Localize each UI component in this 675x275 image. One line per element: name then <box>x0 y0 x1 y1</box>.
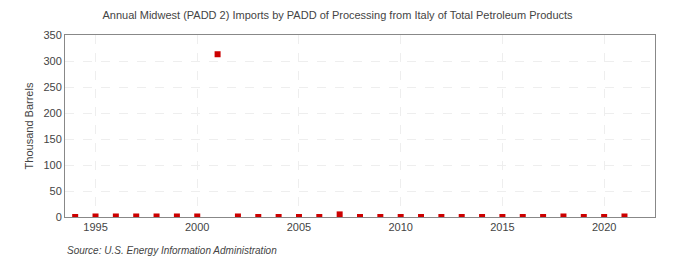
svg-text:150: 150 <box>43 133 61 145</box>
svg-text:200: 200 <box>43 107 61 119</box>
svg-text:Annual Midwest (PADD 2) Import: Annual Midwest (PADD 2) Imports by PADD … <box>102 9 573 21</box>
svg-text:350: 350 <box>43 29 61 41</box>
svg-text:Source: U.S. Energy Informatio: Source: U.S. Energy Information Administ… <box>67 245 277 256</box>
svg-text:2005: 2005 <box>287 221 311 233</box>
svg-text:1995: 1995 <box>83 221 107 233</box>
svg-text:100: 100 <box>43 159 61 171</box>
svg-text:2000: 2000 <box>185 221 209 233</box>
svg-text:50: 50 <box>50 185 62 197</box>
svg-text:300: 300 <box>43 55 61 67</box>
svg-text:2020: 2020 <box>592 221 616 233</box>
svg-text:Thousand Barrels: Thousand Barrels <box>23 82 35 169</box>
svg-text:0: 0 <box>56 211 62 223</box>
svg-text:250: 250 <box>43 81 61 93</box>
svg-text:2010: 2010 <box>388 221 412 233</box>
svg-text:2015: 2015 <box>490 221 514 233</box>
